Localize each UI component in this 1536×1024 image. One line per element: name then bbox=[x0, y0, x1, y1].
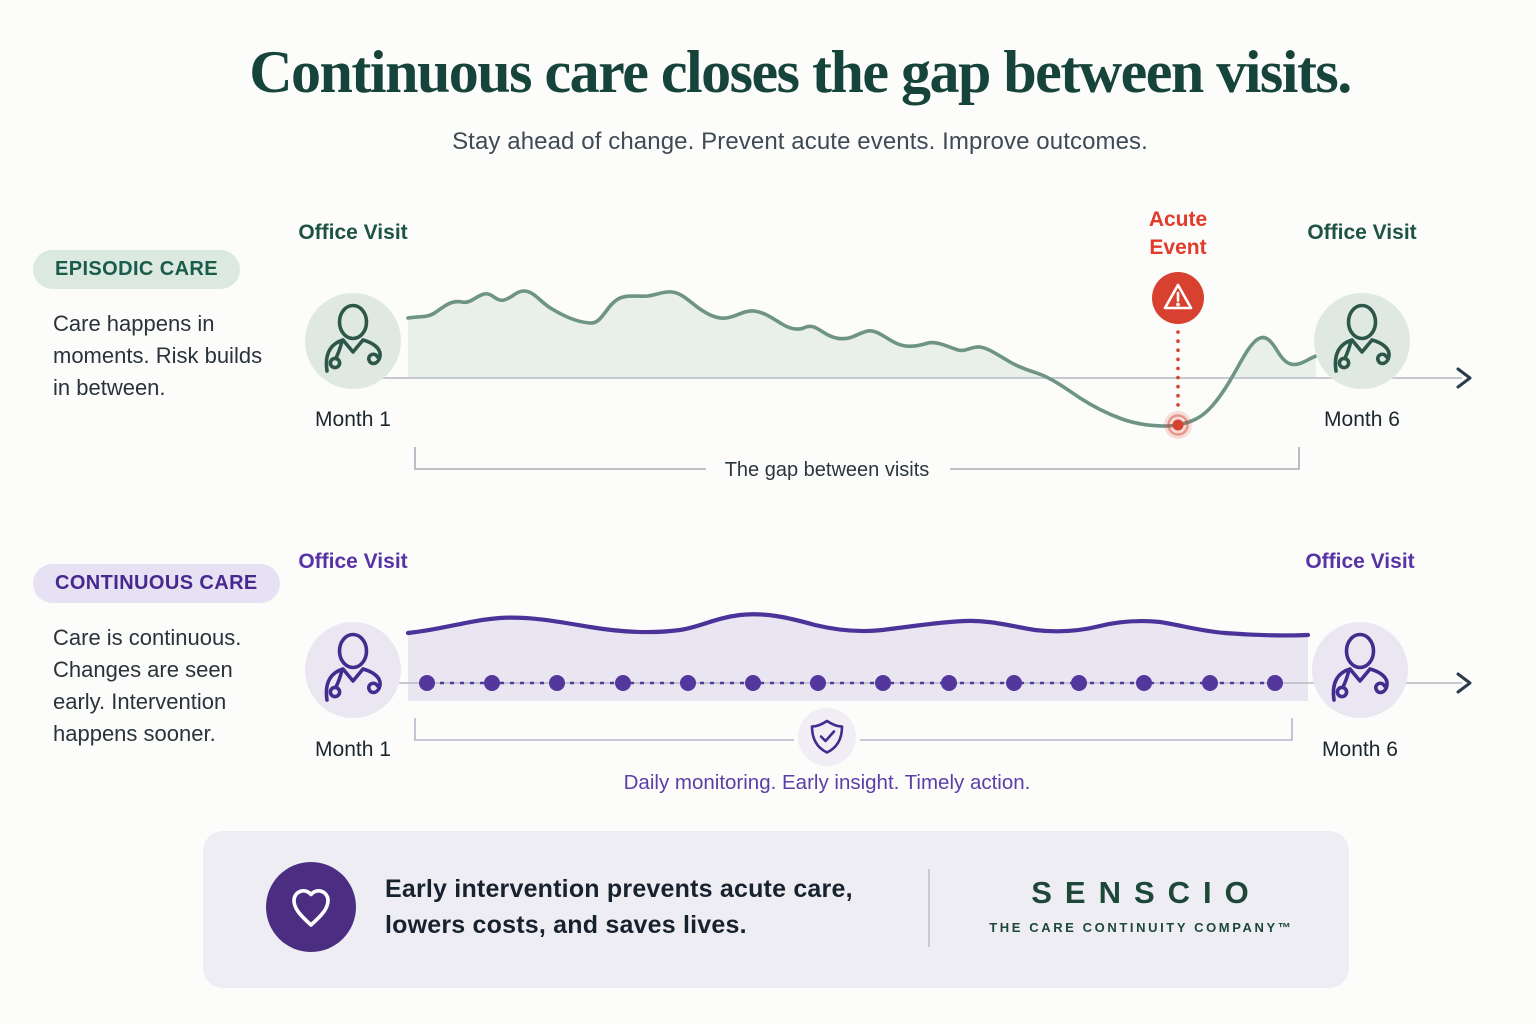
continuous-chart bbox=[305, 612, 1472, 766]
footer-message: Early intervention prevents acute care, … bbox=[385, 875, 853, 939]
gap-between-visits-label: The gap between visits bbox=[724, 459, 930, 481]
episodic-start-visit-label: Office Visit bbox=[298, 221, 408, 244]
monitoring-bracket bbox=[414, 718, 1293, 741]
heart-badge bbox=[266, 862, 356, 952]
timeline-arrow-icon bbox=[1456, 367, 1472, 389]
continuous-start-visit-label: Office Visit bbox=[298, 550, 408, 573]
continuous-care-description: Care is continuous. Changes are seen ear… bbox=[53, 625, 242, 746]
continuous-end-visit-circle bbox=[1312, 622, 1408, 718]
continuous-health-curve bbox=[405, 612, 1311, 638]
page-subtitle: Stay ahead of change. Prevent acute even… bbox=[452, 128, 1148, 155]
episodic-care-description: Care happens in moments. Risk builds in … bbox=[53, 311, 263, 400]
continuous-end-month-label: Month 6 bbox=[1322, 738, 1398, 761]
brand-name: SENSCIO bbox=[1031, 875, 1262, 910]
acute-event-marker bbox=[1152, 272, 1204, 439]
heart-icon bbox=[292, 889, 330, 927]
footer-banner: Early intervention prevents acute care, … bbox=[203, 831, 1349, 988]
episodic-start-month-label: Month 1 bbox=[315, 408, 391, 431]
brand-tagline: THE CARE CONTINUITY COMPANY™ bbox=[989, 920, 1294, 935]
episodic-end-visit-label: Office Visit bbox=[1307, 221, 1417, 244]
warning-triangle-icon bbox=[1163, 283, 1193, 310]
gap-bracket bbox=[414, 447, 1300, 470]
heart-badge-circle bbox=[266, 862, 356, 952]
episodic-end-month-label: Month 6 bbox=[1324, 408, 1400, 431]
episodic-care-badge-label: EPISODIC CARE bbox=[33, 250, 241, 289]
footer-divider bbox=[928, 869, 930, 947]
episodic-care-badge: EPISODIC CARE bbox=[33, 250, 241, 289]
continuous-care-badge: CONTINUOUS CARE bbox=[33, 564, 280, 603]
page-title: Continuous care closes the gap between v… bbox=[249, 39, 1352, 105]
episodic-end-visit-circle bbox=[1314, 293, 1410, 389]
timeline-arrow-icon bbox=[1456, 672, 1472, 694]
continuous-end-visit-label: Office Visit bbox=[1305, 550, 1415, 573]
shield-badge-circle bbox=[798, 708, 856, 766]
episodic-start-visit-circle bbox=[305, 293, 401, 389]
daily-monitoring-dots bbox=[419, 675, 1283, 691]
daily-monitoring-label: Daily monitoring. Early insight. Timely … bbox=[623, 771, 1031, 794]
brand-logo: SENSCIO THE CARE CONTINUITY COMPANY™ bbox=[965, 875, 1315, 935]
acute-event-label: Acute Event bbox=[1148, 208, 1208, 259]
continuous-care-badge-label: CONTINUOUS CARE bbox=[33, 564, 280, 603]
continuous-start-visit-circle bbox=[305, 622, 401, 718]
continuous-area-fill bbox=[408, 614, 1308, 701]
shield-check-icon bbox=[810, 719, 844, 754]
episodic-chart bbox=[305, 272, 1472, 470]
continuous-start-month-label: Month 1 bbox=[315, 738, 391, 761]
